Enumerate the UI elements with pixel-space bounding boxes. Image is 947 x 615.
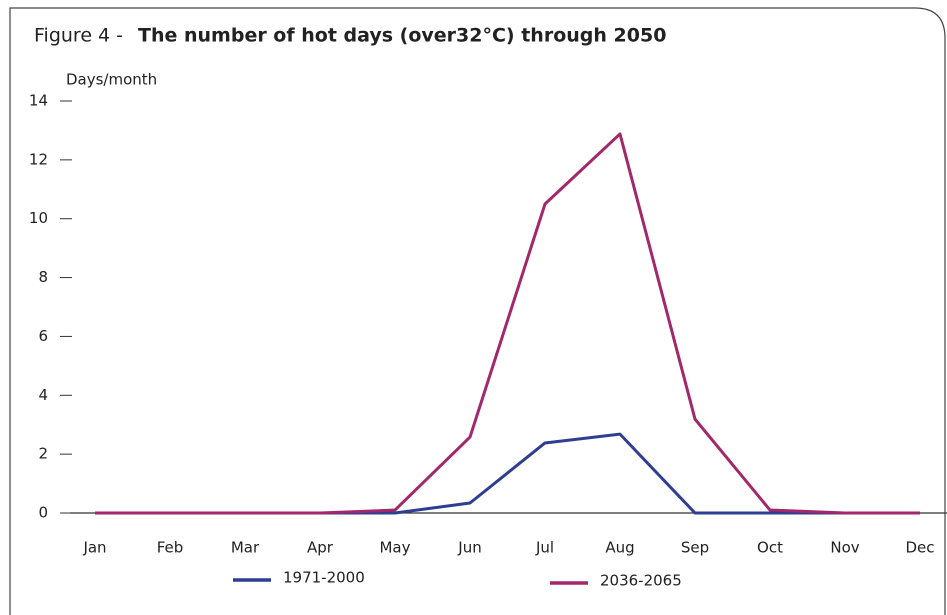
series-line <box>95 432 920 515</box>
x-tick-label: Sep <box>681 539 709 557</box>
x-tick-label: Mar <box>231 539 260 557</box>
x-tick-label: Jun <box>457 539 481 557</box>
x-tick-label: Dec <box>905 539 934 557</box>
y-tick-label: 14 <box>29 92 48 110</box>
x-tick-label: Nov <box>830 539 859 557</box>
y-tick-label: 0 <box>38 504 48 522</box>
series-line <box>95 132 920 515</box>
x-tick-label: Jan <box>82 539 106 557</box>
x-tick-label: Jul <box>535 539 554 557</box>
x-tick-label: May <box>379 539 410 557</box>
x-tick-label: Oct <box>757 539 783 557</box>
x-tick-label: Aug <box>605 539 634 557</box>
y-tick-label: 6 <box>38 327 48 345</box>
legend-label: 1971-2000 <box>283 569 365 587</box>
y-tick-label: 8 <box>38 268 48 286</box>
y-tick-label: 12 <box>29 150 48 168</box>
legend-label: 2036-2065 <box>600 572 682 590</box>
x-tick-label: Feb <box>157 539 184 557</box>
y-tick-label: 2 <box>38 445 48 463</box>
chart-title: The number of hot days (over32°C) throug… <box>138 25 666 47</box>
y-axis-label: Days/month <box>66 71 157 89</box>
x-tick-label: Apr <box>307 539 334 557</box>
frame <box>9 7 946 615</box>
figure-label: Figure 4 - <box>34 25 123 47</box>
y-tick-label: 4 <box>38 386 48 404</box>
y-tick-label: 10 <box>29 209 48 227</box>
